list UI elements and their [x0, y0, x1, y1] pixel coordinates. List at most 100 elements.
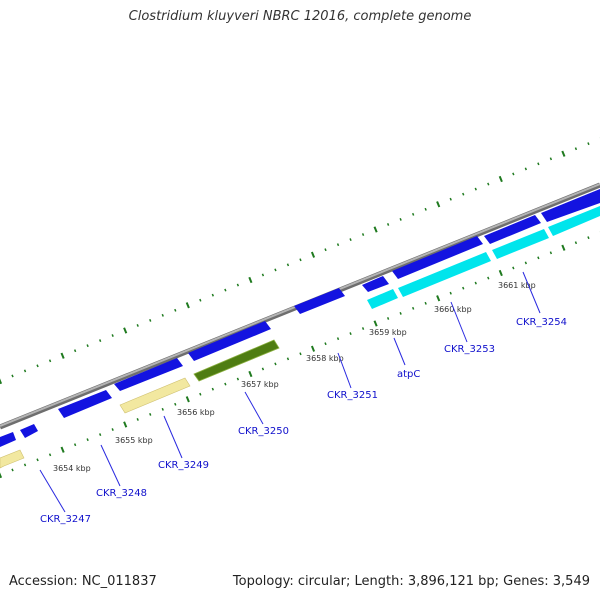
tick-mark [11, 374, 14, 378]
gene-label[interactable]: CKR_3250 [238, 426, 289, 437]
tick-mark [524, 261, 528, 265]
tick-mark [149, 412, 152, 416]
tick-mark [123, 327, 128, 334]
tick-mark [310, 345, 316, 352]
tick-mark [537, 256, 540, 260]
tick-mark [161, 407, 164, 411]
gene-label[interactable]: atpC [397, 369, 420, 380]
tick-mark [286, 263, 290, 267]
gene-arrow[interactable] [58, 390, 112, 418]
tick-mark [462, 192, 465, 196]
gene-label[interactable]: CKR_3249 [158, 460, 209, 471]
tick-mark [224, 382, 227, 386]
connector-line [100, 444, 121, 487]
tick-mark [261, 273, 265, 277]
cyan-feature[interactable] [492, 229, 549, 259]
gene-arrow[interactable] [362, 276, 389, 292]
tick-mark [498, 175, 503, 183]
tick-mark [236, 377, 240, 381]
kbp-label: 3658 kbp [306, 354, 344, 363]
tick-mark [111, 428, 114, 431]
tick-mark [474, 281, 477, 285]
gene-arrow[interactable] [0, 432, 16, 447]
cyan-feature[interactable] [367, 289, 398, 309]
gene-label[interactable]: CKR_3248 [96, 488, 147, 499]
tick-mark [48, 453, 52, 457]
kbp-labels: 3654 kbp 3655 kbp 3656 kbp 3657 kbp 3658… [53, 281, 536, 473]
tick-mark [98, 433, 102, 437]
inner-tick-ruler [0, 231, 600, 479]
tick-mark [60, 352, 65, 359]
tick-mark [11, 468, 14, 472]
connector-line [450, 301, 468, 343]
tick-mark [349, 238, 352, 242]
tick-mark [474, 187, 477, 191]
gene-arrow[interactable] [20, 424, 38, 438]
kbp-label: 3656 kbp [177, 408, 215, 417]
tick-mark [436, 201, 441, 208]
kbp-label: 3655 kbp [115, 436, 153, 445]
tick-mark [73, 443, 77, 447]
tick-mark [98, 339, 102, 343]
gene-arrow[interactable] [484, 215, 541, 244]
tick-mark [399, 217, 402, 221]
cyan-feature[interactable] [548, 206, 600, 236]
gene-arrow[interactable] [541, 189, 600, 222]
connector-line [522, 271, 541, 314]
tick-mark [211, 293, 215, 297]
tick-mark [174, 402, 177, 406]
reverse-strand-features [0, 206, 600, 469]
tick-mark [498, 269, 503, 277]
accession-label: Accession: NC_011837 [9, 574, 157, 589]
gene-arrow[interactable] [188, 321, 271, 361]
tick-mark [524, 167, 528, 171]
kbp-label: 3660 kbp [434, 305, 472, 314]
label-connectors [39, 271, 541, 513]
tick-mark [411, 306, 415, 310]
map-title: Clostridium kluyveri NBRC 12016, complet… [128, 9, 472, 24]
gene-arrow[interactable] [392, 236, 483, 279]
olive-feature[interactable] [193, 339, 280, 382]
outer-tick-ruler [0, 137, 600, 385]
tick-mark [48, 359, 52, 363]
tick-mark [149, 318, 152, 322]
connector-line [337, 352, 352, 389]
tick-mark [512, 266, 515, 270]
tick-mark [261, 367, 265, 371]
tick-mark [299, 258, 302, 262]
tick-mark [487, 276, 490, 280]
tick-mark [336, 337, 340, 341]
gene-arrow[interactable] [294, 288, 345, 314]
tick-mark [537, 162, 540, 166]
connector-line [393, 337, 406, 366]
genome-summary: Topology: circular; Length: 3,896,121 bp… [232, 574, 590, 589]
tick-mark [574, 147, 578, 151]
pale-yellow-feature[interactable] [0, 449, 25, 469]
tick-mark [399, 311, 402, 315]
gene-label[interactable]: CKR_3247 [40, 514, 91, 525]
pale-yellow-feature[interactable] [119, 377, 191, 414]
kbp-label: 3654 kbp [53, 464, 91, 473]
tick-mark [36, 458, 39, 462]
tick-mark [561, 244, 566, 251]
tick-mark [449, 291, 452, 295]
tick-mark [136, 418, 139, 421]
tick-mark [449, 197, 452, 201]
tick-mark [73, 349, 77, 353]
gene-arrow[interactable] [114, 358, 183, 391]
connector-line [244, 391, 264, 425]
gene-label[interactable]: CKR_3251 [327, 390, 378, 401]
tick-mark [512, 172, 515, 176]
tick-mark [436, 295, 441, 302]
gene-labels: CKR_3247 CKR_3248 CKR_3249 CKR_3250 CKR_… [40, 317, 567, 525]
cyan-feature[interactable] [398, 252, 491, 297]
tick-mark [587, 142, 590, 146]
tick-mark [60, 446, 65, 453]
tick-mark [274, 268, 277, 272]
gene-label[interactable]: CKR_3253 [444, 344, 495, 355]
tick-mark [424, 207, 427, 211]
gene-label[interactable]: CKR_3254 [516, 317, 567, 328]
tick-mark [336, 243, 340, 247]
tick-mark [561, 150, 566, 157]
